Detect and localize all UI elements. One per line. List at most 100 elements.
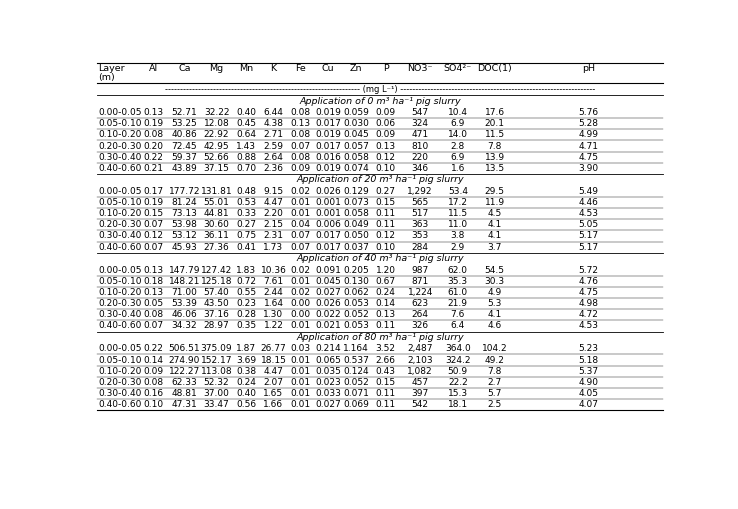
Text: 0.07: 0.07 — [143, 220, 164, 230]
Text: 4.75: 4.75 — [579, 288, 599, 297]
Text: 457: 457 — [412, 378, 429, 387]
Text: 4.90: 4.90 — [579, 378, 599, 387]
Text: 0.052: 0.052 — [343, 310, 369, 319]
Text: 0.058: 0.058 — [343, 209, 369, 218]
Text: 4.1: 4.1 — [488, 220, 502, 230]
Text: 11.5: 11.5 — [448, 209, 468, 218]
Text: 5.28: 5.28 — [579, 119, 599, 128]
Text: 17.6: 17.6 — [485, 108, 505, 117]
Text: 177.72: 177.72 — [168, 187, 200, 196]
Text: 131.81: 131.81 — [201, 187, 232, 196]
Text: 2.66: 2.66 — [376, 355, 396, 364]
Text: 0.55: 0.55 — [236, 288, 256, 297]
Text: 0.41: 0.41 — [236, 243, 256, 251]
Text: 0.01: 0.01 — [291, 198, 311, 207]
Text: 0.40-0.60: 0.40-0.60 — [99, 164, 142, 173]
Text: 152.17: 152.17 — [201, 355, 232, 364]
Text: 0.30-0.40: 0.30-0.40 — [99, 310, 142, 319]
Text: 53.4: 53.4 — [448, 187, 468, 196]
Text: 0.45: 0.45 — [236, 119, 256, 128]
Text: Cu: Cu — [322, 64, 334, 73]
Text: 1,082: 1,082 — [407, 366, 433, 376]
Text: 0.40-0.60: 0.40-0.60 — [99, 400, 142, 409]
Text: 4.71: 4.71 — [579, 142, 599, 151]
Text: 4.99: 4.99 — [579, 130, 599, 139]
Text: 0.19: 0.19 — [143, 198, 164, 207]
Text: 0.091: 0.091 — [315, 266, 341, 274]
Text: 7.8: 7.8 — [487, 142, 502, 151]
Text: 284: 284 — [412, 243, 429, 251]
Text: 52.66: 52.66 — [204, 153, 230, 162]
Text: 2.7: 2.7 — [488, 378, 502, 387]
Text: 0.019: 0.019 — [315, 130, 341, 139]
Text: 22.2: 22.2 — [448, 378, 468, 387]
Text: 2,103: 2,103 — [407, 355, 433, 364]
Text: 0.00-0.05: 0.00-0.05 — [99, 345, 142, 353]
Text: 471: 471 — [412, 130, 429, 139]
Text: 0.023: 0.023 — [315, 378, 341, 387]
Text: 0.021: 0.021 — [315, 321, 341, 330]
Text: Application of 40 m³ ha⁻¹ pig slurry: Application of 40 m³ ha⁻¹ pig slurry — [296, 254, 463, 263]
Text: 13.5: 13.5 — [485, 164, 505, 173]
Text: 0.058: 0.058 — [343, 153, 369, 162]
Text: 0.14: 0.14 — [143, 355, 163, 364]
Text: 0.07: 0.07 — [143, 243, 164, 251]
Text: 0.026: 0.026 — [315, 299, 341, 308]
Text: 0.129: 0.129 — [343, 187, 369, 196]
Text: 33.47: 33.47 — [204, 400, 230, 409]
Text: 0.019: 0.019 — [315, 108, 341, 117]
Text: 0.07: 0.07 — [291, 232, 311, 240]
Text: 0.062: 0.062 — [343, 288, 369, 297]
Text: 0.12: 0.12 — [376, 153, 396, 162]
Text: 42.95: 42.95 — [204, 142, 230, 151]
Text: 81.24: 81.24 — [171, 198, 197, 207]
Text: 0.02: 0.02 — [291, 187, 311, 196]
Text: 0.027: 0.027 — [315, 400, 341, 409]
Text: 40.86: 40.86 — [171, 130, 197, 139]
Text: 5.05: 5.05 — [579, 220, 599, 230]
Text: 5.23: 5.23 — [579, 345, 599, 353]
Text: 264: 264 — [412, 310, 429, 319]
Text: 0.21: 0.21 — [143, 164, 163, 173]
Text: 0.43: 0.43 — [376, 366, 396, 376]
Text: 0.01: 0.01 — [291, 209, 311, 218]
Text: 0.09: 0.09 — [291, 164, 311, 173]
Text: Layer: Layer — [99, 64, 125, 73]
Text: 13.9: 13.9 — [485, 153, 505, 162]
Text: 5.76: 5.76 — [579, 108, 599, 117]
Text: 0.07: 0.07 — [291, 243, 311, 251]
Text: 0.074: 0.074 — [343, 164, 369, 173]
Text: 0.05: 0.05 — [143, 299, 164, 308]
Text: 7.61: 7.61 — [263, 277, 283, 286]
Text: 871: 871 — [412, 277, 429, 286]
Text: 4.5: 4.5 — [488, 209, 502, 218]
Text: 1.43: 1.43 — [236, 142, 256, 151]
Text: 4.05: 4.05 — [579, 389, 599, 398]
Text: 506.51: 506.51 — [168, 345, 200, 353]
Text: 2.71: 2.71 — [263, 130, 283, 139]
Text: 26.77: 26.77 — [261, 345, 286, 353]
Text: 1.30: 1.30 — [263, 310, 283, 319]
Text: 0.537: 0.537 — [343, 355, 369, 364]
Text: 22.92: 22.92 — [204, 130, 230, 139]
Text: Application of 20 m³ ha⁻¹ pig slurry: Application of 20 m³ ha⁻¹ pig slurry — [296, 175, 463, 184]
Text: 53.12: 53.12 — [171, 232, 197, 240]
Text: 3.8: 3.8 — [451, 232, 465, 240]
Text: 375.09: 375.09 — [201, 345, 232, 353]
Text: 6.4: 6.4 — [451, 321, 465, 330]
Text: 0.01: 0.01 — [291, 389, 311, 398]
Text: 20.1: 20.1 — [485, 119, 505, 128]
Text: 0.09: 0.09 — [376, 130, 396, 139]
Text: 0.026: 0.026 — [315, 187, 341, 196]
Text: 44.81: 44.81 — [204, 209, 230, 218]
Text: 30.3: 30.3 — [485, 277, 505, 286]
Text: 6.9: 6.9 — [451, 119, 465, 128]
Text: 0.10-0.20: 0.10-0.20 — [99, 130, 142, 139]
Text: 1.164: 1.164 — [343, 345, 369, 353]
Text: 43.50: 43.50 — [204, 299, 230, 308]
Text: DOC(1): DOC(1) — [477, 64, 512, 73]
Text: 0.20-0.30: 0.20-0.30 — [99, 378, 142, 387]
Text: 12.08: 12.08 — [204, 119, 230, 128]
Text: pH: pH — [582, 64, 595, 73]
Text: 0.14: 0.14 — [376, 299, 396, 308]
